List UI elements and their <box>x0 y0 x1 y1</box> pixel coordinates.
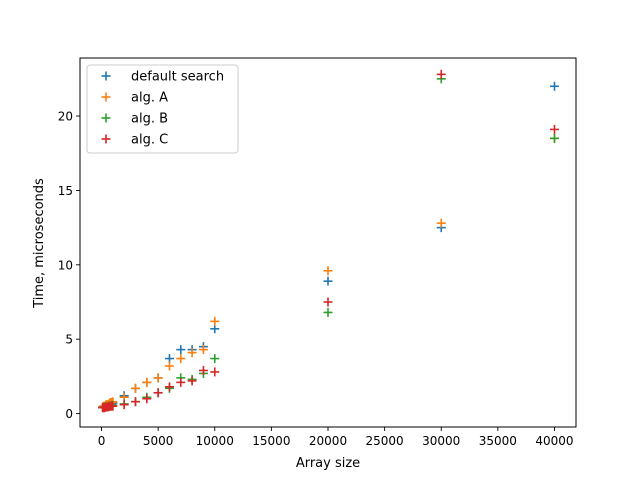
legend-item: default search <box>101 70 224 85</box>
data-point <box>187 376 197 386</box>
legend: default search alg. A alg. B alg. C <box>86 64 239 154</box>
x-tick-label: 10000 <box>196 434 234 448</box>
y-axis-label: Time, microseconds <box>32 178 47 309</box>
data-point <box>210 316 220 326</box>
legend-marker <box>101 92 111 102</box>
legend-marker <box>101 134 111 144</box>
legend-box <box>86 64 239 154</box>
data-point <box>323 266 333 276</box>
legend-label: alg. C <box>131 133 168 148</box>
y-tick-label: 20 <box>58 110 73 124</box>
legend-item: alg. C <box>101 133 168 148</box>
data-point <box>164 382 174 392</box>
data-point <box>323 307 333 317</box>
x-tick-label: 5000 <box>143 434 174 448</box>
data-point <box>323 276 333 286</box>
data-point <box>549 124 559 134</box>
y-tick-label: 10 <box>58 258 73 272</box>
legend-label: default search <box>131 70 224 85</box>
y-tick-label: 5 <box>65 333 73 347</box>
x-tick-label: 15000 <box>252 434 290 448</box>
legend-item: alg. A <box>101 91 168 106</box>
data-point <box>142 394 152 404</box>
x-tick-label: 20000 <box>309 434 347 448</box>
data-point <box>187 348 197 358</box>
data-point <box>436 218 446 228</box>
y-tick-label: 0 <box>65 407 73 421</box>
data-point <box>210 354 220 364</box>
data-point <box>176 345 186 355</box>
data-point <box>210 367 220 377</box>
data-point <box>153 388 163 398</box>
data-point <box>549 133 559 143</box>
legend-marker <box>101 71 111 81</box>
legend-item: alg. B <box>101 112 168 127</box>
x-tick-label: 30000 <box>422 434 460 448</box>
axes-layer: 0 5000 10000 15000 20000 25000 30000 35000 40000… <box>58 110 574 448</box>
data-point <box>176 354 186 364</box>
data-point <box>119 400 129 410</box>
legend-label: alg. A <box>131 91 168 106</box>
data-point <box>436 69 446 79</box>
x-axis-label: Array size <box>296 456 360 471</box>
legend-label: alg. B <box>131 112 168 127</box>
data-point <box>164 361 174 371</box>
data-point <box>198 345 208 355</box>
x-tick-label: 25000 <box>366 434 404 448</box>
y-tick-label: 15 <box>58 184 73 198</box>
data-point <box>130 383 140 393</box>
data-point <box>323 297 333 307</box>
points-layer <box>98 69 559 413</box>
x-tick-label: 40000 <box>535 434 573 448</box>
x-tick-label: 0 <box>98 434 106 448</box>
data-point <box>153 373 163 383</box>
plot-frame <box>79 57 577 428</box>
data-point <box>176 377 186 387</box>
data-point <box>142 377 152 387</box>
x-tick-label: 35000 <box>479 434 517 448</box>
series-4 <box>98 69 559 413</box>
data-point <box>198 365 208 375</box>
data-point <box>130 397 140 407</box>
data-point <box>549 81 559 91</box>
data-point <box>108 401 118 411</box>
legend-marker <box>101 113 111 123</box>
